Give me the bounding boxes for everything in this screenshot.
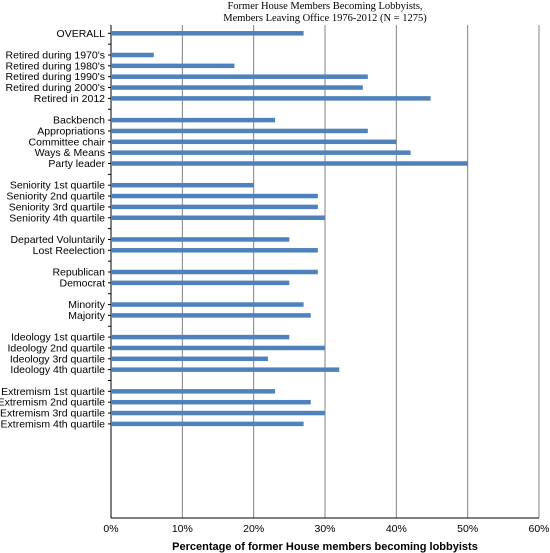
category-label: Ideology 4th quartile (10, 364, 105, 376)
category-label: Seniority 2nd quartile (6, 191, 105, 203)
x-tick-label: 50% (457, 523, 478, 535)
gridlines (108, 25, 540, 519)
bar (111, 237, 290, 242)
category-label: Republican (52, 267, 105, 279)
category-label: Extremism 4th quartile (1, 418, 106, 430)
bar (111, 345, 325, 351)
bar (111, 63, 235, 69)
category-label: Majority (68, 310, 106, 322)
category-label: Retired during 1970's (6, 50, 105, 62)
x-tick-label: 30% (314, 523, 335, 535)
bar (111, 356, 268, 362)
category-label: Backbench (53, 115, 105, 127)
bar (111, 399, 311, 405)
bar (111, 161, 468, 166)
bar (111, 389, 276, 394)
category-label: Seniority 4th quartile (9, 212, 105, 224)
category-label: Democrat (59, 277, 105, 289)
category-label: Retired during 2000's (6, 82, 105, 94)
category-label: Seniority 3rd quartile (9, 201, 105, 213)
bar (111, 334, 290, 340)
bar (111, 215, 325, 220)
bar (111, 302, 304, 307)
bar (111, 139, 397, 145)
bar (111, 52, 154, 58)
category-label: Ideology 1st quartile (11, 332, 105, 344)
x-tick-labels: 0% 10% 20% 30% 40% 50% 60% (103, 523, 549, 535)
bar (111, 204, 318, 210)
category-label: Extremism 2nd quartile (0, 397, 105, 409)
bar (111, 182, 254, 188)
category-label: Party leader (48, 158, 105, 170)
category-label: Extremism 1st quartile (1, 386, 105, 398)
bars (111, 31, 468, 427)
bar (111, 410, 325, 416)
chart-title-line-2: Members Leaving Office 1976-2012 (N = 12… (223, 13, 427, 24)
category-label: Ways & Means (35, 147, 105, 159)
category-label: OVERALL (57, 28, 106, 40)
x-tick-label: 0% (103, 523, 118, 535)
bar (111, 117, 276, 123)
bar (111, 269, 318, 275)
x-tick-label: 20% (243, 523, 264, 535)
x-tick-label: 10% (172, 523, 193, 535)
bar (111, 96, 431, 101)
category-label: Ideology 3rd quartile (10, 353, 105, 365)
bar (111, 421, 304, 427)
category-label: Retired during 1990's (6, 71, 105, 83)
bar (111, 280, 290, 286)
chart-title-line-1: Former House Members Becoming Lobbyists, (227, 1, 422, 12)
bar (111, 31, 304, 36)
category-label: Appropriations (37, 125, 105, 137)
bar (111, 150, 411, 155)
bar (111, 367, 340, 372)
category-label: Committee chair (29, 136, 106, 148)
category-label: Ideology 2nd quartile (8, 342, 106, 354)
category-label: Minority (68, 299, 106, 311)
bar (111, 74, 368, 79)
bar (111, 313, 311, 318)
bar (111, 85, 363, 90)
bar (111, 248, 318, 253)
category-label: Lost Reelection (33, 245, 106, 257)
bar (111, 193, 318, 199)
bar (111, 128, 368, 134)
category-label: Retired in 2012 (34, 93, 105, 105)
category-label: Seniority 1st quartile (10, 180, 105, 192)
category-label: Departed Voluntarily (10, 234, 105, 246)
category-label: Extremism 3rd quartile (0, 408, 105, 420)
x-axis-label: Percentage of former House members becom… (172, 541, 478, 553)
category-label: Retired during 1980's (6, 60, 105, 72)
x-tick-label: 40% (386, 523, 407, 535)
x-tick-label: 60% (528, 523, 549, 535)
